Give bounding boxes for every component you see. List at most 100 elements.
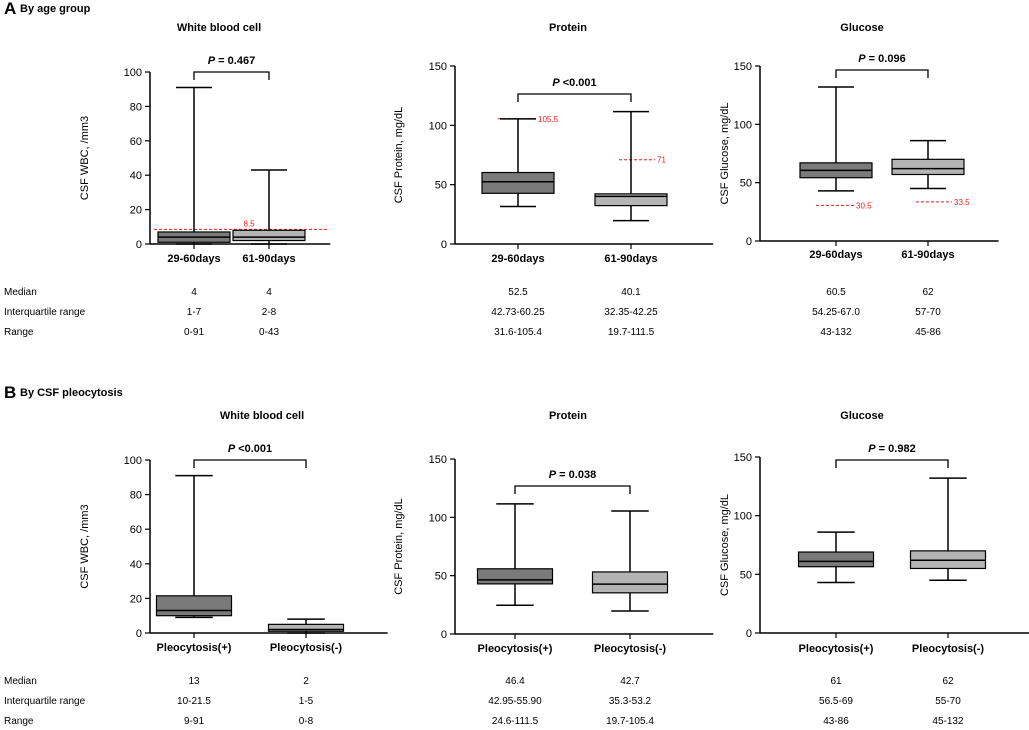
p4-y-tick-label: 60 [130,524,142,536]
p3-significance-bracket [835,69,929,78]
p2-p-value: P <0.001 [552,77,596,89]
p5-y-tick-label: 0 [441,629,447,641]
row-label-median-b: Median [4,676,37,687]
p4-significance-bracket [193,459,307,468]
p3-iqr-value: 57-70 [915,307,941,318]
p4-p-text: <0.001 [235,443,272,455]
p2-y-tick-label: 150 [429,61,447,73]
p2-p-symbol: P [552,77,560,89]
p6-box-1 [797,551,875,568]
p6-iqr-value: 55-70 [935,696,961,707]
p2-box-1 [481,171,555,194]
p2-range-value: 31.6-105.4 [494,327,542,338]
p3-iqr-value: 54.25-67.0 [812,307,860,318]
panel-b-title: By CSF pleocytosis [20,387,123,399]
p1-y-tick-label: 100 [124,67,142,79]
p2-significance-bracket [517,93,632,102]
p1-significance-bracket [193,71,270,80]
p3-y-tick-label: 0 [746,236,752,248]
panel-a-letter: A [4,0,16,18]
p6-p-symbol: P [868,443,876,455]
panel-b-letter: B [4,383,16,402]
p2-reference-label: 105.5 [538,115,559,124]
p4-iqr-value: 1-5 [299,696,314,707]
p2-median-value: 40.1 [621,287,641,298]
row-label-range-a: Range [4,327,34,338]
p5-p-text: = 0.038 [556,469,596,481]
p5-x-tick-label: Pleocytosis(-) [594,643,666,655]
p3-title: Glucose [840,22,883,34]
p3-y-tick-label: 150 [734,61,752,73]
p4-x-tick-label: Pleocytosis(-) [270,642,342,654]
p4-p-symbol: P [228,443,236,455]
p4-p-value: P <0.001 [228,443,272,455]
p5-p-symbol: P [549,469,557,481]
p1-range-value: 0-43 [259,327,279,338]
p2-x-tick-label: 29-60days [491,253,544,265]
p2-y-tick-label: 100 [429,120,447,132]
p4-box-1 [155,595,233,617]
p4-y-tick-label: 80 [130,490,142,502]
p1-p-value: P = 0.467 [208,55,255,67]
p4-median-value: 13 [188,676,200,687]
p3-p-text: = 0.096 [866,53,906,65]
p1-title: White blood cell [177,22,261,34]
p6-median-value: 61 [830,676,842,687]
p4-x-tick-label: Pleocytosis(+) [157,642,232,654]
p3-median-value: 62 [922,287,934,298]
p1-x-tick-label: 61-90days [242,253,295,265]
p6-p-text: = 0.982 [876,443,916,455]
p1-y-tick-label: 80 [130,101,142,113]
p5-median-value: 46.4 [505,676,525,687]
p1-median-value: 4 [191,287,197,298]
p6-median-value: 62 [942,676,954,687]
p1-iqr-value: 2-8 [262,307,277,318]
p4-y-tick-label: 20 [130,593,142,605]
p5-iqr-value: 35.3-53.2 [609,696,652,707]
p4-iqr-value: 10-21.5 [177,696,211,707]
p5-range-value: 24.6-111.5 [492,716,539,727]
p1-y-label: CSF WBC, /mm3 [79,116,91,200]
p5-y-tick-label: 50 [435,571,447,583]
p1-box-2 [232,229,306,242]
p6-significance-bracket [835,459,949,468]
p6-range-value: 43-86 [823,716,849,727]
p3-box-2 [891,158,965,176]
p4-y-label: CSF WBC, /mm3 [79,504,91,588]
p1-median-value: 4 [266,287,272,298]
p5-p-value: P = 0.038 [549,469,596,481]
p1-x-tick-label: 29-60days [167,253,220,265]
p1-reference-label: 8.5 [244,219,256,228]
p2-iqr-value: 42.73-60.25 [491,307,545,318]
p6-range-value: 45-132 [932,716,964,727]
p6-y-tick-label: 100 [734,511,752,523]
p1-y-tick-label: 0 [136,239,142,251]
p6-y-tick-label: 150 [734,452,752,464]
p4-range-value: 9-91 [184,716,204,727]
p5-y-label: CSF Protein, mg/dL [393,498,405,595]
p6-p-value: P = 0.982 [868,443,915,455]
row-label-median-a: Median [4,287,37,298]
p1-iqr-value: 1-7 [187,307,202,318]
p1-y-tick-label: 20 [130,205,142,217]
p5-y-tick-label: 100 [429,512,447,524]
p5-x-tick-label: Pleocytosis(+) [478,643,553,655]
p6-y-label: CSF Glucose, mg/dL [719,494,731,596]
p3-reference-label: 33.5 [954,198,970,207]
p4-y-tick-label: 40 [130,559,142,571]
p2-box-2 [594,193,668,207]
p2-y-tick-label: 0 [441,239,447,251]
p3-reference-label: 30.5 [856,201,872,210]
p6-x-tick-label: Pleocytosis(+) [799,643,874,655]
p4-y-tick-label: 100 [124,455,142,467]
p6-title: Glucose [840,410,883,422]
p2-y-label: CSF Protein, mg/dL [393,107,405,204]
p1-y-tick-label: 40 [130,170,142,182]
p1-p-text: = 0.467 [215,55,255,67]
p4-median-value: 2 [303,676,309,687]
p6-y-tick-label: 50 [740,569,752,581]
p1-y-tick-label: 60 [130,136,142,148]
p5-box-2 [591,571,669,594]
p3-y-tick-label: 50 [740,178,752,190]
